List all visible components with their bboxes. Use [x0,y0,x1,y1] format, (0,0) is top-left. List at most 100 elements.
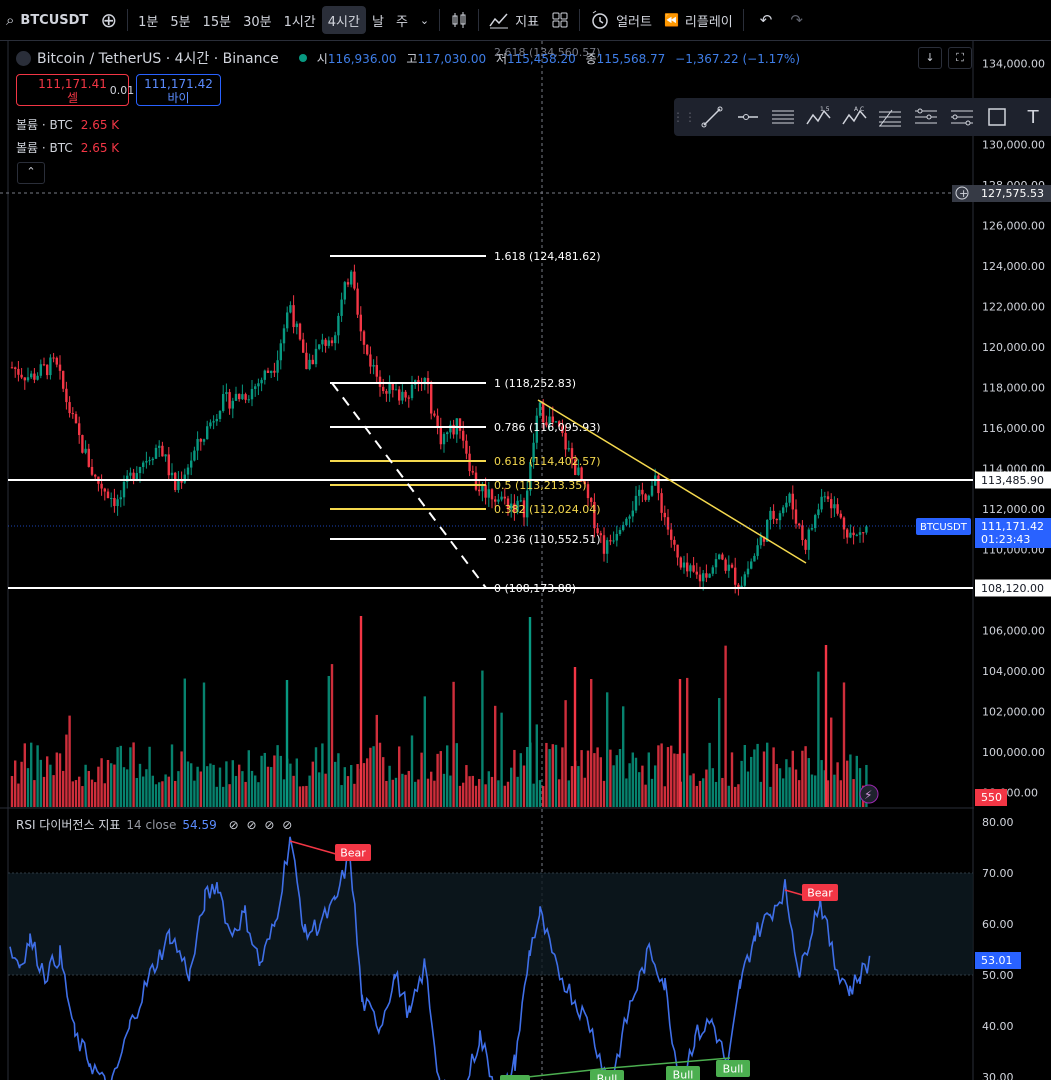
candle-body [721,554,724,560]
volume-bar [503,785,506,807]
price-tick: 112,000.00 [982,503,1045,516]
volume-bar [74,780,78,807]
fib-retracement-tool[interactable] [873,98,909,136]
horizontal-ray-tool[interactable] [730,98,766,136]
candle-body [55,357,58,365]
candle-body [87,448,90,467]
candle-body [548,416,551,426]
volume-bar [657,745,660,807]
candle-body [708,573,711,578]
volume-bar [273,755,276,807]
interval-5-button[interactable]: 4시간 [321,6,366,34]
add-symbol-button[interactable]: ⊕ [94,6,123,34]
candle-body [241,394,244,400]
bull-tag-text: Bull [723,1063,744,1076]
candle-body [110,497,113,499]
interval-6-button[interactable]: 날 [371,14,384,30]
interval-7-button[interactable]: 주 [395,14,408,30]
candle-body [71,413,74,415]
chart-title[interactable]: Bitcoin / TetherUS · 4시간 · Binance [37,51,279,67]
lightning-glyph: ⚡ [864,788,872,802]
volume-bar [551,744,554,807]
templates-button[interactable] [545,6,575,34]
symbol-search[interactable]: ⌕ BTCUSDT [0,6,94,34]
redo-button[interactable]: ↷ [784,6,809,34]
candle-body [606,540,609,554]
interval-0-button[interactable]: 1분 [138,14,159,30]
indicators-button[interactable]: 지표 [483,6,545,34]
volume-bar [228,784,231,807]
volume-bar [346,776,350,807]
volume-bar [23,743,26,807]
volume-legend[interactable]: 볼륨 · BTC 2.65 K [16,139,119,156]
volume-bar [567,780,570,807]
rsi-legend[interactable]: RSI 다이버전스 지표 14 close 54.59 ⊘ ⊘ ⊘ ⊘ [16,816,292,833]
volume-bar [110,763,113,807]
price-scale-button[interactable]: ↓ [918,47,942,69]
interval-2-button[interactable]: 15분 [202,14,232,30]
volume-bar [138,763,142,807]
hidden-plot-icon[interactable]: ⊘ [246,818,257,832]
volume-bar [46,756,49,807]
candle-body [298,323,302,340]
fullscreen-button[interactable]: ⛶ [948,47,972,69]
candle-body [794,509,798,524]
alert-button[interactable]: 얼러트 [584,6,658,34]
volume-bar [647,752,650,807]
volume-bar [398,746,401,807]
volume-bar [90,779,94,807]
volume-bars [10,616,868,807]
hidden-plot-icon[interactable]: ⊘ [282,818,293,832]
price-tick: 118,000.00 [982,382,1045,395]
buy-button[interactable]: 111,171.42 바이 [136,74,221,106]
price-axis[interactable]: 134,000.00132,000.00130,000.00128,000.00… [974,41,1051,1080]
parallel-channel-icon [772,110,795,124]
volume-bar [142,776,145,807]
fib-channel-tool[interactable] [944,98,980,136]
chevron-down-icon: ⌄ [419,13,430,27]
drag-handle[interactable]: ⋮⋮ [672,110,696,124]
interval-4-button[interactable]: 1시간 [283,14,316,30]
candle-body [369,354,372,367]
abc-pattern-tool[interactable]: A C [837,98,873,136]
collapse-legend-button[interactable]: ⌃ [17,162,45,184]
hidden-plot-icon[interactable]: ⊘ [228,818,239,832]
fibonacci-retracement[interactable]: 2.618 (134,560.57) 1.618 (124,481.62) 1 (1… [330,46,601,595]
candle-body [577,467,580,476]
volume-bar [855,755,858,807]
sell-button[interactable]: 111,171.41 셀 [16,74,129,106]
candle-body [618,530,622,535]
parallel-channel-tool[interactable] [765,98,801,136]
fib-level-label: 2.618 (134,560.57) [494,46,601,59]
text-tool[interactable]: T [1015,98,1051,136]
fib-extension-tool[interactable] [908,98,944,136]
elliott-wave-tool[interactable]: 1 5 [801,98,837,136]
volume-bar [250,770,254,807]
bar-style-button[interactable] [444,6,474,34]
drawings[interactable] [8,399,973,589]
volume-bar [436,753,439,807]
hidden-plot-icon[interactable]: ⊘ [264,818,275,832]
candle-body [410,384,414,399]
candle-body [554,421,558,423]
candle-body [126,475,129,482]
candle-body [644,494,647,500]
candle-body [177,480,180,490]
candle-body [234,393,238,401]
candle-body [183,474,186,483]
interval-1-button[interactable]: 5분 [170,14,191,30]
add-alert-icon [955,186,969,200]
interval-dropdown[interactable]: ⌄ [414,6,435,34]
candle-body [52,357,55,359]
rectangle-tool[interactable] [980,98,1016,136]
volume-legend[interactable]: 볼륨 · BTC 2.65 K [16,116,119,133]
undo-button[interactable]: ↶ [748,6,785,34]
volume-bar [564,700,567,807]
trend-line-tool[interactable] [694,98,730,136]
replay-button[interactable]: ⏪ 리플레이 [658,6,739,34]
candle-body [759,536,762,546]
chart-canvas[interactable]: 2.618 (134,560.57) 1.618 (124,481.62) 1 (1… [0,41,1051,1080]
candle-body [737,584,740,588]
interval-3-button[interactable]: 30분 [243,14,272,30]
volume-bar [257,782,260,807]
